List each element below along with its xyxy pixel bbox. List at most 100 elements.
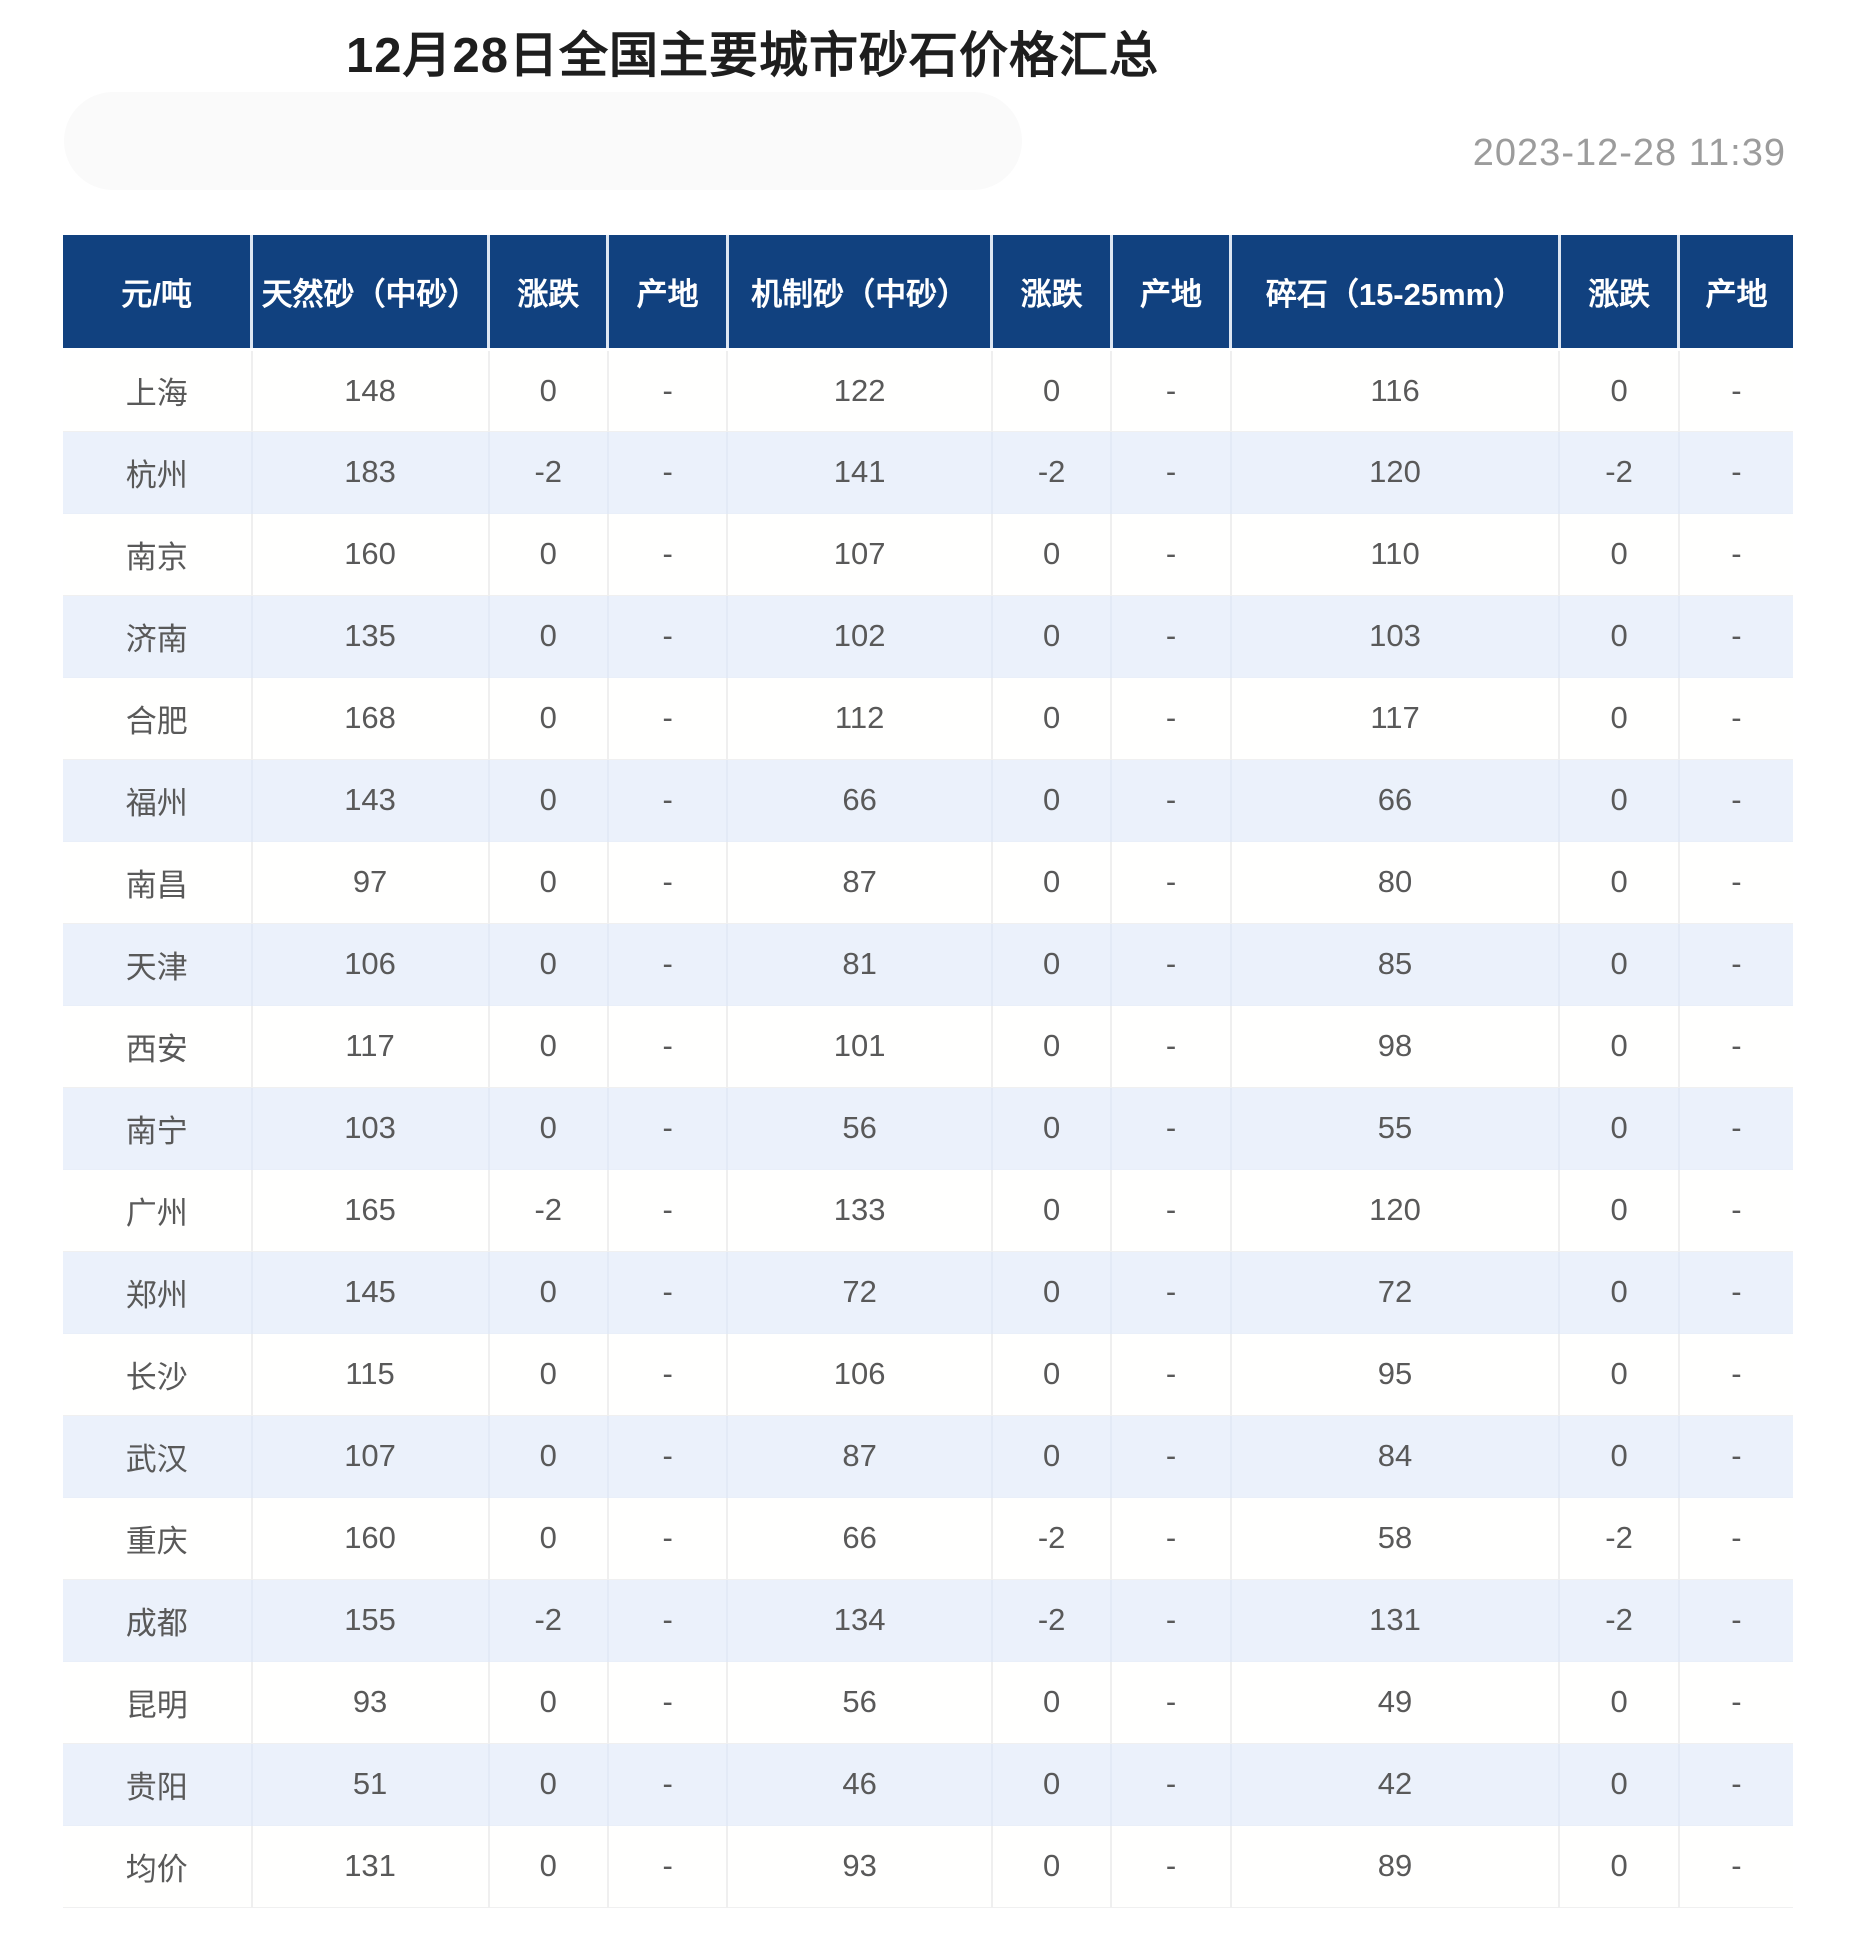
natural-sand-change-cell: 0 bbox=[488, 595, 609, 678]
natural-sand-change-cell: 0 bbox=[488, 759, 609, 842]
machine-sand-change-cell: -2 bbox=[991, 1497, 1113, 1580]
crushed-stone-change-cell: 0 bbox=[1559, 1333, 1680, 1416]
crushed-stone-change-cell: 0 bbox=[1559, 1169, 1680, 1252]
machine-sand-price-cell: 134 bbox=[727, 1579, 993, 1662]
natural-sand-change-cell: 0 bbox=[488, 1825, 609, 1908]
machine-sand-change-cell: 0 bbox=[991, 1087, 1113, 1170]
machine-sand-price-cell: 133 bbox=[727, 1169, 993, 1252]
crushed-stone-origin-cell: - bbox=[1678, 349, 1793, 432]
column-header-machine-sand-price: 机制砂（中砂） bbox=[727, 235, 994, 351]
crushed-stone-origin-cell: - bbox=[1678, 1169, 1793, 1252]
crushed-stone-price-cell: 85 bbox=[1230, 923, 1561, 1006]
crushed-stone-price-cell: 80 bbox=[1230, 841, 1561, 924]
machine-sand-origin-cell: - bbox=[1111, 431, 1232, 514]
machine-sand-change-cell: -2 bbox=[991, 1579, 1113, 1662]
table-row: 贵阳 51 0-46 0-42 0- bbox=[63, 1743, 1793, 1826]
machine-sand-price-cell: 81 bbox=[727, 923, 993, 1006]
table-row: 成都 155 -2-134 -2-131 -2- bbox=[63, 1579, 1793, 1662]
natural-sand-origin-cell: - bbox=[607, 1825, 729, 1908]
machine-sand-origin-cell: - bbox=[1111, 1333, 1232, 1416]
natural-sand-origin-cell: - bbox=[607, 1169, 729, 1252]
table-row: 合肥 168 0-112 0-117 0- bbox=[63, 677, 1793, 760]
crushed-stone-change-cell: 0 bbox=[1559, 677, 1680, 760]
natural-sand-change-cell: 0 bbox=[488, 1743, 609, 1826]
crushed-stone-change-cell: 0 bbox=[1559, 1825, 1680, 1908]
page-header: 12月28日全国主要城市砂石价格汇总 bbox=[0, 16, 1505, 87]
crushed-stone-price-cell: 95 bbox=[1230, 1333, 1561, 1416]
natural-sand-origin-cell: - bbox=[607, 1661, 729, 1744]
city-cell: 福州 bbox=[63, 759, 253, 842]
crushed-stone-origin-cell: - bbox=[1678, 1825, 1793, 1908]
crushed-stone-origin-cell: - bbox=[1678, 677, 1793, 760]
city-cell: 南宁 bbox=[63, 1087, 253, 1170]
natural-sand-price-cell: 115 bbox=[251, 1333, 490, 1416]
crushed-stone-price-cell: 117 bbox=[1230, 677, 1561, 760]
table-row: 广州 165 -2-133 0-120 0- bbox=[63, 1169, 1793, 1252]
natural-sand-change-cell: 0 bbox=[488, 1497, 609, 1580]
crushed-stone-change-cell: -2 bbox=[1559, 431, 1680, 514]
city-cell: 武汉 bbox=[63, 1415, 253, 1498]
crushed-stone-change-cell: -2 bbox=[1559, 1579, 1680, 1662]
crushed-stone-price-cell: 58 bbox=[1230, 1497, 1561, 1580]
natural-sand-change-cell: 0 bbox=[488, 1333, 609, 1416]
city-cell: 上海 bbox=[63, 349, 253, 432]
machine-sand-change-cell: 0 bbox=[991, 1169, 1113, 1252]
table-row: 长沙 115 0-106 0-95 0- bbox=[63, 1333, 1793, 1416]
table-row: 均价 131 0-93 0-89 0- bbox=[63, 1825, 1793, 1908]
city-cell: 杭州 bbox=[63, 431, 253, 514]
column-header-crushed-stone-origin: 产地 bbox=[1678, 235, 1793, 351]
natural-sand-price-cell: 117 bbox=[251, 1005, 490, 1088]
crushed-stone-change-cell: 0 bbox=[1559, 759, 1680, 842]
table-body: 上海 148 0-122 0-116 0- 杭州 183 -2-141 -2-120 -2- 南京 1… bbox=[63, 349, 1793, 1908]
natural-sand-change-cell: 0 bbox=[488, 1087, 609, 1170]
machine-sand-change-cell: 0 bbox=[991, 923, 1113, 1006]
natural-sand-origin-cell: - bbox=[607, 1497, 729, 1580]
city-cell: 广州 bbox=[63, 1169, 253, 1252]
crushed-stone-origin-cell: - bbox=[1678, 1497, 1793, 1580]
machine-sand-change-cell: 0 bbox=[991, 595, 1113, 678]
natural-sand-origin-cell: - bbox=[607, 1005, 729, 1088]
machine-sand-price-cell: 93 bbox=[727, 1825, 993, 1908]
machine-sand-price-cell: 72 bbox=[727, 1251, 993, 1334]
natural-sand-origin-cell: - bbox=[607, 1579, 729, 1662]
city-cell: 均价 bbox=[63, 1825, 253, 1908]
machine-sand-origin-cell: - bbox=[1111, 1825, 1232, 1908]
column-header-natural-sand-price: 天然砂（中砂） bbox=[251, 235, 491, 351]
crushed-stone-origin-cell: - bbox=[1678, 1661, 1793, 1744]
crushed-stone-price-cell: 66 bbox=[1230, 759, 1561, 842]
column-header-crushed-stone-change: 涨跌 bbox=[1559, 235, 1681, 351]
city-cell: 贵阳 bbox=[63, 1743, 253, 1826]
city-cell: 成都 bbox=[63, 1579, 253, 1662]
table-row: 济南 135 0-102 0-103 0- bbox=[63, 595, 1793, 678]
machine-sand-change-cell: 0 bbox=[991, 1333, 1113, 1416]
natural-sand-origin-cell: - bbox=[607, 1333, 729, 1416]
crushed-stone-change-cell: 0 bbox=[1559, 923, 1680, 1006]
machine-sand-origin-cell: - bbox=[1111, 1743, 1232, 1826]
crushed-stone-change-cell: 0 bbox=[1559, 1415, 1680, 1498]
table-row: 天津 106 0-81 0-85 0- bbox=[63, 923, 1793, 1006]
natural-sand-price-cell: 148 bbox=[251, 349, 490, 432]
crushed-stone-price-cell: 131 bbox=[1230, 1579, 1561, 1662]
natural-sand-change-cell: 0 bbox=[488, 1415, 609, 1498]
natural-sand-price-cell: 145 bbox=[251, 1251, 490, 1334]
machine-sand-change-cell: 0 bbox=[991, 1825, 1113, 1908]
crushed-stone-change-cell: 0 bbox=[1559, 349, 1680, 432]
crushed-stone-price-cell: 84 bbox=[1230, 1415, 1561, 1498]
natural-sand-change-cell: 0 bbox=[488, 677, 609, 760]
crushed-stone-origin-cell: - bbox=[1678, 1333, 1793, 1416]
machine-sand-origin-cell: - bbox=[1111, 1005, 1232, 1088]
machine-sand-origin-cell: - bbox=[1111, 349, 1232, 432]
city-cell: 济南 bbox=[63, 595, 253, 678]
crushed-stone-change-cell: 0 bbox=[1559, 1005, 1680, 1088]
city-cell: 昆明 bbox=[63, 1661, 253, 1744]
natural-sand-change-cell: -2 bbox=[488, 431, 609, 514]
machine-sand-price-cell: 87 bbox=[727, 841, 993, 924]
machine-sand-price-cell: 122 bbox=[727, 349, 993, 432]
crushed-stone-change-cell: 0 bbox=[1559, 1251, 1680, 1334]
natural-sand-origin-cell: - bbox=[607, 513, 729, 596]
natural-sand-price-cell: 131 bbox=[251, 1825, 490, 1908]
natural-sand-price-cell: 106 bbox=[251, 923, 490, 1006]
machine-sand-origin-cell: - bbox=[1111, 1087, 1232, 1170]
header-row: 元/吨 天然砂（中砂） 涨跌 产地 机制砂（中砂） 涨跌 产地 碎石（15-25mm） 涨跌 产地 bbox=[63, 235, 1793, 351]
crushed-stone-price-cell: 49 bbox=[1230, 1661, 1561, 1744]
